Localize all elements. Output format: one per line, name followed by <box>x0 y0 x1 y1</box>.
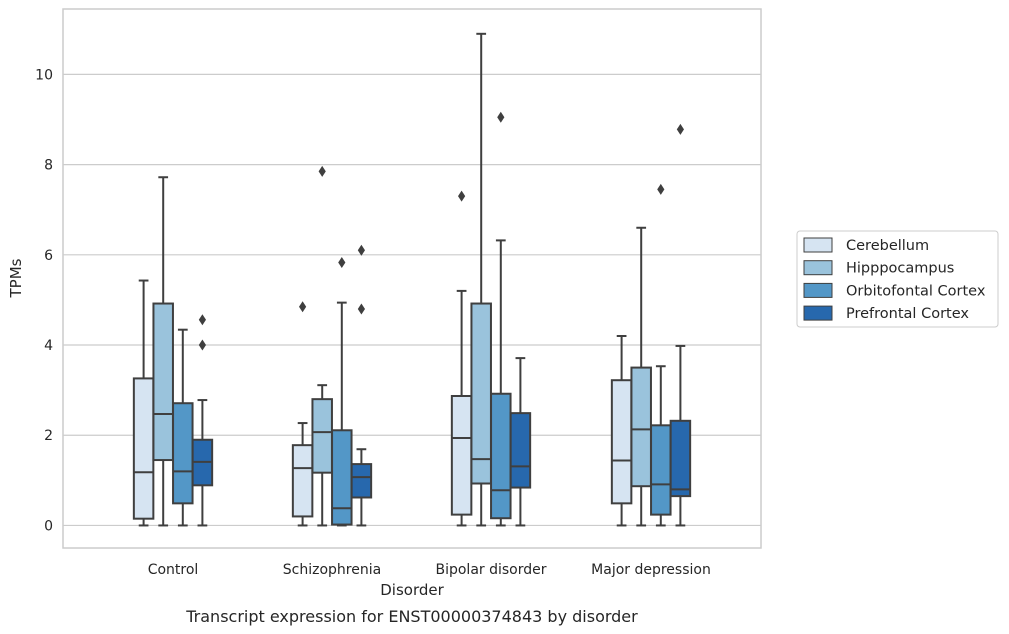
legend: Cerebellum Hipppocampus Orbitofontal Corte… <box>796 230 999 328</box>
box-group <box>191 314 214 527</box>
box-group <box>509 357 532 527</box>
box-group <box>311 165 333 527</box>
outlier-point <box>318 165 326 177</box>
y-axis-ticks: 0 2 4 6 8 10 <box>35 67 53 534</box>
box-group <box>331 256 353 527</box>
legend-swatch <box>803 282 833 298</box>
y-tick-label: 10 <box>35 67 53 83</box>
outlier-point <box>198 339 206 351</box>
box <box>650 424 672 516</box>
box <box>132 377 155 520</box>
x-tick-label: Major depression <box>591 562 711 578</box>
box <box>669 419 692 498</box>
legend-swatch <box>803 237 833 253</box>
box <box>470 302 492 485</box>
box-group <box>291 301 314 527</box>
chart-caption: Transcript expression for ENST0000037484… <box>185 607 638 626</box>
y-axis-label: TPMs <box>7 258 25 298</box>
outlier-point <box>497 111 505 123</box>
x-tick-label: Control <box>148 562 199 578</box>
y-tick-label: 6 <box>44 248 53 264</box>
legend-swatch <box>803 260 833 276</box>
outlier-point <box>357 244 365 256</box>
box-group <box>490 111 512 527</box>
x-tick-label: Bipolar disorder <box>435 562 546 578</box>
box <box>610 379 633 505</box>
y-tick-label: 8 <box>44 158 53 174</box>
box <box>152 302 174 462</box>
box-group <box>132 279 155 527</box>
box <box>509 412 532 489</box>
legend-label: Hipppocampus <box>846 261 954 277</box>
outlier-point <box>299 301 307 313</box>
y-tick-label: 0 <box>44 518 53 534</box>
legend-label: Prefrontal Cortex <box>846 306 969 322</box>
x-axis-ticks: Control Schizophrenia Bipolar disorder Majo… <box>148 562 711 578</box>
box <box>350 463 373 499</box>
outlier-point <box>357 303 365 315</box>
box-group <box>610 335 633 527</box>
legend-label: Orbitofontal Cortex <box>846 283 986 299</box>
legend-frame <box>796 230 999 328</box>
outlier-point <box>657 183 665 195</box>
box-group <box>630 226 652 527</box>
box-group <box>450 190 473 527</box>
box-group <box>650 183 672 527</box>
legend-label: Cerebellum <box>846 238 929 254</box>
box <box>630 366 652 488</box>
outlier-point <box>458 190 466 202</box>
box <box>331 429 353 526</box>
outlier-point <box>198 314 206 326</box>
box <box>311 398 333 474</box>
legend-swatch <box>803 305 833 321</box>
box <box>450 394 473 516</box>
outlier-point <box>338 256 346 268</box>
box-group <box>172 328 194 527</box>
box-group <box>470 32 492 527</box>
box-group <box>669 123 692 527</box>
y-tick-label: 4 <box>44 338 53 354</box>
box <box>291 444 314 518</box>
y-tick-label: 2 <box>44 428 53 444</box>
outlier-point <box>676 123 684 135</box>
plot-area <box>132 32 692 527</box>
box-group <box>350 244 373 527</box>
x-axis-label: Disorder <box>380 581 444 599</box>
x-tick-label: Schizophrenia <box>283 562 381 578</box>
plot-frame <box>62 8 762 549</box>
box <box>490 392 512 520</box>
box <box>172 402 194 505</box>
box-group <box>152 176 174 527</box>
